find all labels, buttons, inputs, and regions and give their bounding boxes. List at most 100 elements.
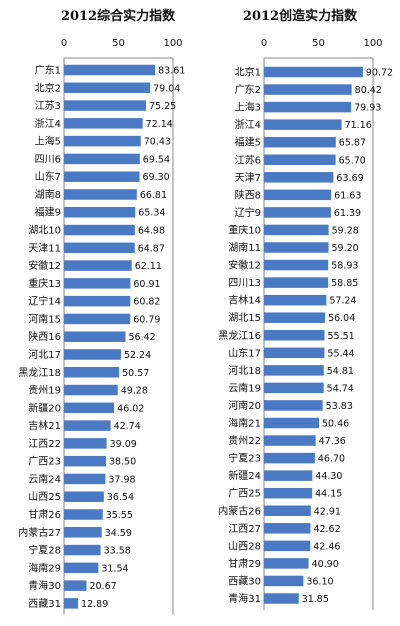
bar	[64, 473, 106, 485]
bar	[264, 540, 311, 552]
data-label: 34.59	[105, 528, 132, 539]
category-label: 河南15	[28, 312, 61, 325]
data-label: 60.79	[133, 314, 160, 325]
data-label: 33.58	[104, 546, 131, 557]
bar	[64, 153, 140, 165]
bar	[264, 136, 336, 148]
data-label: 35.55	[106, 510, 133, 521]
category-label: 湖北10	[28, 225, 61, 237]
category-label: 天津11	[28, 242, 61, 254]
category-label: 江苏6	[235, 153, 261, 166]
data-label: 69.30	[143, 172, 170, 183]
bar	[64, 82, 151, 94]
category-label: 山东7	[35, 170, 61, 183]
data-label: 79.93	[354, 103, 381, 114]
bar	[264, 154, 336, 165]
category-label: 湖南11	[228, 241, 261, 254]
bar	[264, 365, 324, 376]
category-label: 海南29	[28, 561, 61, 574]
bar	[264, 470, 313, 481]
category-label: 北京2	[35, 81, 61, 94]
bar	[264, 277, 329, 288]
category-label: 福建9	[35, 206, 61, 219]
data-label: 54.81	[327, 366, 354, 377]
category-label: 山西25	[28, 491, 61, 503]
category-label: 江西27	[228, 523, 261, 535]
category-label: 宁夏23	[228, 452, 261, 465]
bar	[264, 593, 299, 604]
data-label: 37.98	[108, 474, 135, 485]
data-label: 65.34	[138, 208, 165, 219]
category-label: 内蒙古27	[18, 526, 61, 539]
category-label: 辽宁14	[28, 295, 61, 308]
bar	[64, 331, 126, 342]
bar	[264, 330, 325, 341]
data-label: 64.98	[138, 226, 165, 237]
data-label: 80.42	[355, 85, 382, 96]
category-label: 安徽12	[28, 259, 61, 272]
data-label: 62.11	[135, 261, 162, 272]
category-label: 新疆24	[228, 469, 261, 482]
category-label: 陕西16	[28, 330, 61, 343]
data-label: 61.63	[334, 190, 361, 201]
data-label: 61.39	[334, 208, 361, 219]
category-label: 湖北15	[228, 312, 261, 324]
data-label: 38.50	[109, 457, 136, 468]
category-label: 青海30	[28, 579, 61, 592]
data-label: 57.24	[329, 296, 356, 307]
bar	[264, 382, 324, 394]
data-label: 83.61	[158, 66, 185, 77]
category-label: 黑龙江18	[18, 366, 61, 379]
bar	[64, 598, 79, 609]
bar	[264, 224, 329, 236]
bar	[264, 242, 329, 253]
bar	[264, 66, 363, 78]
category-label: 福建5	[235, 136, 261, 149]
x-tick-label: 50	[312, 38, 325, 49]
category-label: 四川6	[35, 154, 61, 165]
category-label: 重庆10	[228, 223, 261, 236]
data-label: 39.09	[110, 439, 137, 450]
category-label: 云南19	[228, 381, 261, 394]
data-label: 44.15	[315, 489, 342, 500]
data-label: 50.57	[122, 368, 149, 379]
bar	[64, 189, 137, 200]
category-label: 河南20	[228, 399, 261, 412]
category-label: 天津7	[235, 172, 261, 184]
bar	[264, 101, 352, 113]
category-label: 西藏31	[28, 598, 61, 610]
bar	[64, 509, 103, 520]
category-label: 青海31	[228, 592, 261, 605]
bar	[64, 580, 87, 591]
data-label: 71.16	[345, 120, 372, 131]
bar	[64, 491, 104, 502]
bar	[64, 242, 135, 254]
data-label: 42.91	[314, 506, 341, 517]
bar	[264, 119, 342, 130]
bar	[64, 438, 107, 449]
category-label: 内蒙古26	[218, 504, 261, 517]
data-label: 44.30	[315, 471, 342, 482]
bar	[264, 259, 329, 271]
bar	[264, 452, 315, 464]
data-label: 56.04	[328, 313, 355, 324]
data-label: 20.67	[90, 581, 117, 592]
data-label: 52.24	[124, 350, 151, 361]
bar	[64, 118, 143, 129]
data-label: 58.85	[331, 278, 358, 289]
category-label: 河北18	[228, 365, 261, 377]
data-label: 65.87	[339, 138, 366, 149]
category-label: 吉林21	[28, 419, 61, 432]
bar	[264, 347, 325, 359]
category-label: 广东2	[235, 83, 261, 96]
x-tick-label: 100	[363, 38, 382, 49]
bar	[64, 527, 102, 538]
data-label: 79.04	[153, 83, 180, 94]
category-label: 宁夏28	[28, 544, 61, 557]
bar	[264, 487, 313, 499]
data-label: 36.10	[306, 576, 333, 587]
bar	[264, 435, 316, 446]
bar	[64, 171, 140, 182]
bar	[264, 575, 304, 587]
